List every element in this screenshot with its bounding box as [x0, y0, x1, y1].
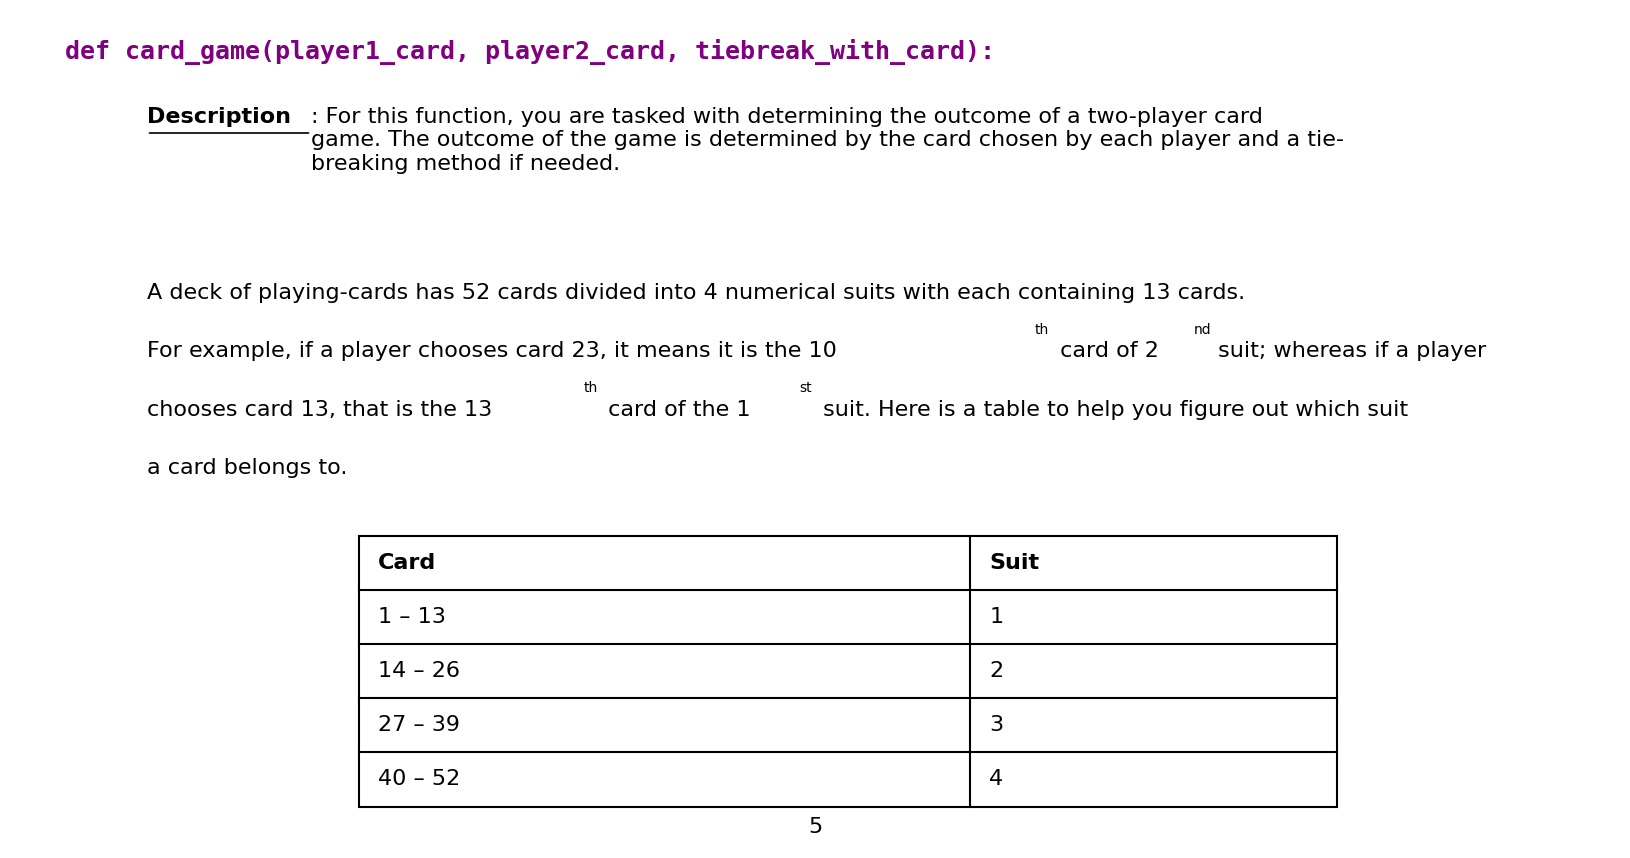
- Text: suit; whereas if a player: suit; whereas if a player: [1211, 341, 1487, 361]
- Text: 2: 2: [989, 662, 1004, 681]
- Text: 1: 1: [989, 607, 1004, 627]
- Text: Description: Description: [147, 107, 290, 127]
- Text: card of 2: card of 2: [1053, 341, 1159, 361]
- Text: th: th: [1035, 323, 1050, 336]
- Text: nd: nd: [1193, 323, 1211, 336]
- Text: : For this function, you are tasked with determining the outcome of a two-player: : For this function, you are tasked with…: [311, 107, 1345, 173]
- Text: 14 – 26: 14 – 26: [378, 662, 460, 681]
- Text: 3: 3: [989, 716, 1004, 735]
- Text: def card_game(player1_card, player2_card, tiebreak_with_card):: def card_game(player1_card, player2_card…: [65, 39, 996, 64]
- Text: card of the 1: card of the 1: [601, 400, 751, 420]
- Text: 27 – 39: 27 – 39: [378, 716, 460, 735]
- Bar: [359, 536, 1337, 807]
- Text: Card: Card: [378, 553, 437, 573]
- Text: th: th: [584, 381, 598, 395]
- Text: A deck of playing-cards has 52 cards divided into 4 numerical suits with each co: A deck of playing-cards has 52 cards div…: [147, 283, 1245, 303]
- Text: 40 – 52: 40 – 52: [378, 770, 460, 789]
- Text: Suit: Suit: [989, 553, 1040, 573]
- Text: 1 – 13: 1 – 13: [378, 607, 447, 627]
- Text: For example, if a player chooses card 23, it means it is the 10: For example, if a player chooses card 23…: [147, 341, 836, 361]
- Text: chooses card 13, that is the 13: chooses card 13, that is the 13: [147, 400, 492, 420]
- Text: 4: 4: [989, 770, 1004, 789]
- Text: a card belongs to.: a card belongs to.: [147, 458, 347, 478]
- Text: st: st: [799, 381, 812, 395]
- Text: suit. Here is a table to help you figure out which suit: suit. Here is a table to help you figure…: [817, 400, 1408, 420]
- Text: 5: 5: [808, 817, 822, 837]
